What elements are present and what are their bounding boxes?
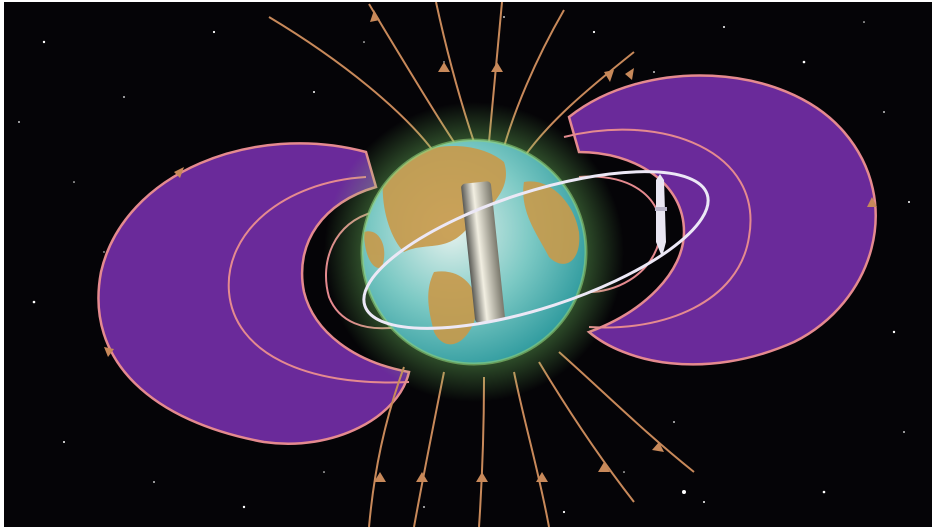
right-radiation-belt: [567, 74, 877, 366]
bar-magnet: [461, 181, 505, 323]
spacecraft: [655, 174, 667, 257]
satellite-orbit: [362, 170, 710, 330]
field-line-arrows: [104, 10, 877, 482]
left-radiation-belt: [97, 142, 411, 445]
starfield: [18, 16, 910, 514]
image-frame: [4, 2, 932, 527]
magnetosphere-illustration: [18, 2, 910, 527]
